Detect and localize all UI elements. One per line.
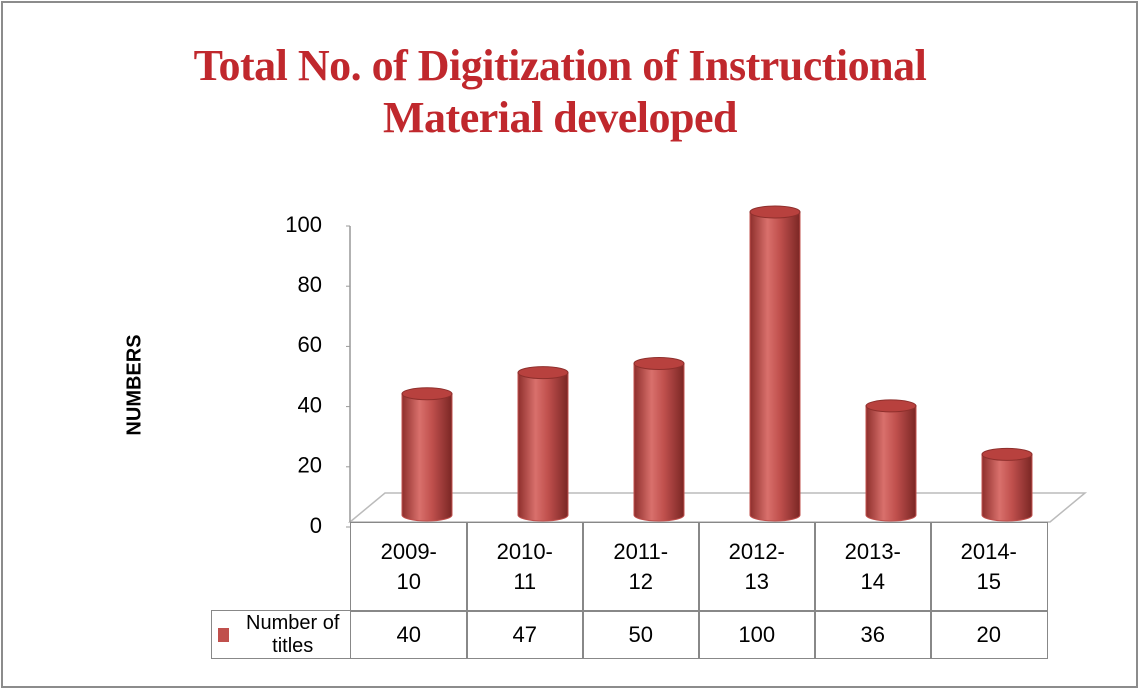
bar xyxy=(517,372,569,522)
x-tick-label: 2014-15 xyxy=(930,522,1048,612)
category-text: 2014-15 xyxy=(960,539,1017,594)
legend-swatch xyxy=(218,627,230,642)
x-tick-label: 2011-12 xyxy=(582,522,700,612)
value-cell: 100 xyxy=(698,610,816,659)
floor xyxy=(347,492,1088,523)
bar-top xyxy=(749,205,801,219)
x-tick-label: 2013-14 xyxy=(814,522,932,612)
y-axis-label: NUMBERS xyxy=(123,334,145,435)
y-tick-label: 0 xyxy=(310,513,322,538)
bar-top xyxy=(401,387,453,401)
y-tick-label: 100 xyxy=(285,212,322,237)
y-tick-label: 20 xyxy=(298,453,322,478)
category-text: 2011-12 xyxy=(613,539,669,594)
bar xyxy=(749,211,801,522)
value-cell: 50 xyxy=(582,610,700,659)
bar xyxy=(865,405,917,522)
value-cell: 36 xyxy=(814,610,932,659)
legend-label: Number of titles xyxy=(246,611,340,657)
y-tick-label: 40 xyxy=(298,392,322,417)
bar-top xyxy=(981,447,1033,461)
value-cell: 20 xyxy=(930,610,1048,659)
category-text: 2009-10 xyxy=(380,539,437,594)
bar-top xyxy=(633,357,685,370)
chart-title: Total No. of Digitization of Instruction… xyxy=(193,41,927,142)
x-tick-label: 2012-13 xyxy=(698,522,816,612)
value-cell: 40 xyxy=(350,610,468,659)
bar-top xyxy=(517,366,569,380)
value-cell: 47 xyxy=(466,610,584,659)
category-text: 2013-14 xyxy=(844,539,901,594)
bar xyxy=(981,453,1033,522)
bar xyxy=(633,363,685,522)
bar xyxy=(401,393,453,522)
x-tick-label: 2009-10 xyxy=(350,522,468,612)
y-tick-label: 80 xyxy=(298,272,322,297)
y-tick-label: 60 xyxy=(298,332,322,357)
x-tick-label: 2010-11 xyxy=(466,522,584,612)
bar-top xyxy=(865,399,917,413)
category-text: 2012-13 xyxy=(728,539,785,594)
legend-cell: Number of titles xyxy=(211,610,351,659)
category-text: 2010-11 xyxy=(496,539,553,594)
